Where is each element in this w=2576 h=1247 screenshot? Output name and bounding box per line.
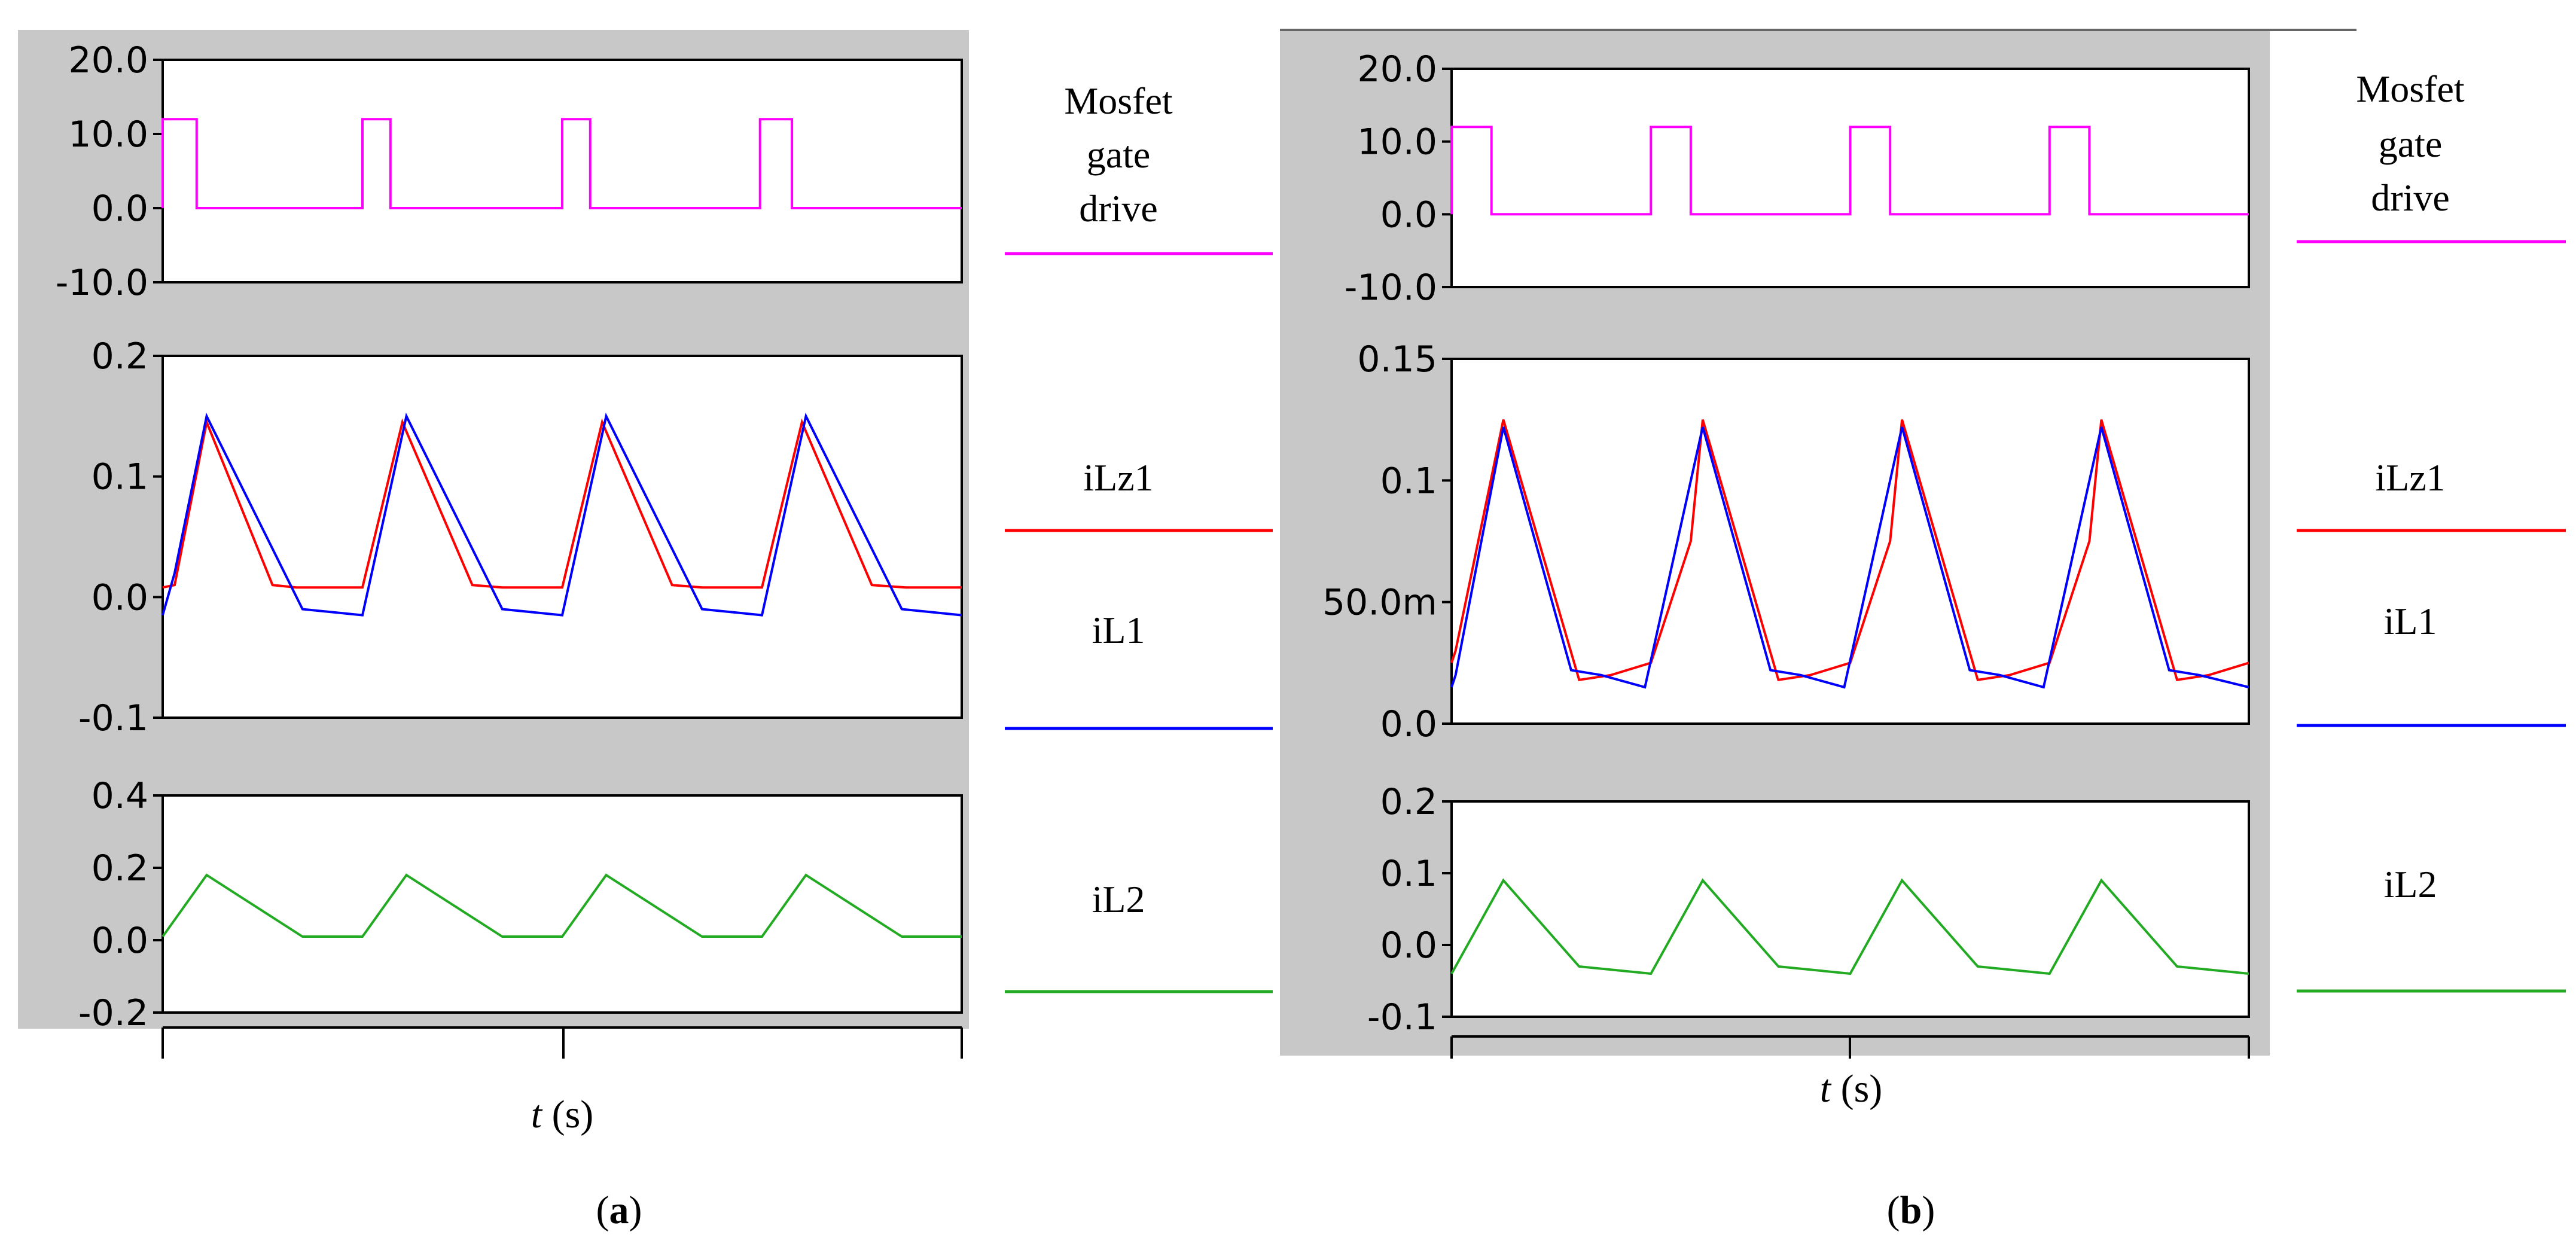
legend: Mosfet gate drive iLz1 iL1 iL2 — [2297, 68, 2566, 993]
subplot-currents2: 0.4 0.2 0.0 -0.2 — [78, 775, 963, 1034]
legend-label: iL2 — [1092, 878, 1145, 920]
plot-area — [1450, 800, 2250, 1018]
x-axis — [161, 1026, 963, 1059]
y-tick-label: 0.2 — [92, 336, 148, 377]
legend-label: iLz1 — [2375, 456, 2445, 499]
y-tick-label: 20.0 — [1357, 48, 1437, 90]
figure-b: 20.0 10.0 0.0 -10.0 0.15 0.1 50.0m 0.0 0.2 0.1 0.0… — [1280, 29, 2566, 1232]
y-tick-label: 0.0 — [92, 920, 148, 962]
series-line-mosfet-gate-drive — [1450, 126, 2249, 216]
y-tick-label: 0.1 — [1380, 853, 1437, 895]
panel-label: (a) — [596, 1188, 642, 1232]
y-tick-label: 0.0 — [1380, 703, 1437, 745]
legend-label: gate — [1087, 133, 1151, 176]
y-tick-label: -0.2 — [78, 992, 148, 1034]
subplot-currents1: 0.15 0.1 50.0m 0.0 — [1322, 339, 2250, 745]
y-tick-label: -0.1 — [1367, 996, 1437, 1038]
y-tick-label: 0.0 — [92, 577, 148, 618]
legend-label: drive — [1079, 187, 1158, 230]
y-tick-label: 0.2 — [92, 847, 148, 889]
legend-label: iL2 — [2384, 863, 2437, 905]
subplot-currents1: 0.2 0.1 0.0 -0.1 — [78, 336, 963, 739]
series-line-il2 — [1450, 878, 2249, 975]
y-tick-label: -10.0 — [1345, 267, 1437, 309]
y-tick-label: 0.4 — [92, 775, 148, 817]
y-tick-label: 10.0 — [1357, 121, 1437, 163]
y-tick-label: 0.1 — [1380, 460, 1437, 502]
y-tick-label: 0.1 — [92, 456, 148, 498]
panel-label: (b) — [1887, 1188, 1935, 1232]
y-tick-label: 10.0 — [68, 114, 148, 156]
y-tick-label: 0.0 — [1380, 194, 1437, 236]
series-line-ilz1 — [162, 417, 962, 589]
subplot-gate: 20.0 10.0 0.0 -10.0 — [56, 39, 963, 304]
legend-label: iLz1 — [1083, 456, 1153, 499]
series-line-il1 — [161, 412, 962, 617]
legend: Mosfet gate drive iLz1 iL1 iL2 — [1005, 80, 1273, 993]
legend-label: iL1 — [1092, 609, 1145, 651]
series-line-il1 — [1450, 426, 2249, 689]
legend-label: Mosfet — [1064, 80, 1173, 122]
y-tick-label: 20.0 — [68, 39, 148, 81]
y-tick-label: 0.2 — [1380, 781, 1437, 823]
y-tick-label: 0.0 — [92, 188, 148, 230]
plot-area — [161, 355, 963, 719]
legend-label: iL1 — [2384, 600, 2437, 642]
series-line-il2 — [161, 873, 962, 938]
x-axis-label: t (s) — [1820, 1067, 1883, 1111]
x-axis — [1450, 1035, 2250, 1059]
y-tick-label: 50.0m — [1322, 582, 1437, 624]
figure-a: 20.0 10.0 0.0 -10.0 0.2 0.1 0.0 -0.1 0.4 0.2 0.0 -0… — [18, 30, 1273, 1232]
y-tick-label: -10.0 — [56, 262, 148, 304]
x-axis-label: t (s) — [531, 1093, 594, 1136]
legend-label: Mosfet — [2356, 68, 2465, 110]
legend-label: gate — [2379, 123, 2443, 165]
legend-label: drive — [2371, 176, 2450, 219]
plot-area — [161, 794, 963, 1014]
series-line-mosfet-gate-drive — [161, 118, 962, 209]
subplot-gate: 20.0 10.0 0.0 -10.0 — [1345, 48, 2250, 309]
y-tick-label: 0.0 — [1380, 925, 1437, 966]
subplot-currents2: 0.2 0.1 0.0 -0.1 — [1367, 781, 2250, 1038]
y-tick-label: 0.15 — [1357, 339, 1437, 380]
y-tick-label: -0.1 — [78, 697, 148, 739]
